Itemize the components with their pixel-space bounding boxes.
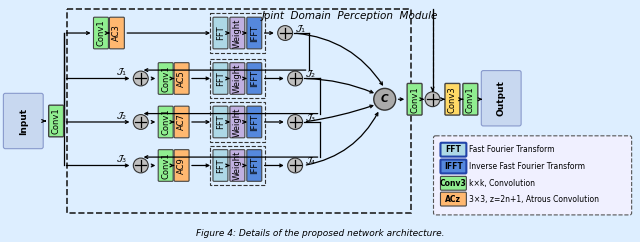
Text: FFT: FFT [216,71,225,86]
Circle shape [287,114,303,129]
Text: AC3: AC3 [113,25,122,41]
FancyBboxPatch shape [463,83,478,115]
FancyBboxPatch shape [247,63,262,94]
Text: IFFT: IFFT [250,70,259,87]
Text: Conv1: Conv1 [466,86,475,113]
FancyBboxPatch shape [93,17,108,49]
Text: Weight: Weight [233,151,242,180]
Text: $\mathcal{J}_2$: $\mathcal{J}_2$ [305,69,316,80]
Text: IFFT: IFFT [250,24,259,42]
Text: Conv1: Conv1 [161,152,170,179]
Text: $\mathcal{J}_1$: $\mathcal{J}_1$ [116,67,127,78]
FancyBboxPatch shape [158,150,173,181]
FancyBboxPatch shape [247,17,262,49]
Text: Output: Output [497,80,506,116]
FancyBboxPatch shape [174,63,189,94]
Text: Conv3: Conv3 [440,179,467,188]
Text: IFFT: IFFT [250,157,259,174]
Circle shape [287,71,303,86]
Circle shape [287,158,303,173]
Text: FFT: FFT [216,115,225,129]
Text: $\mathcal{J}_1$: $\mathcal{J}_1$ [294,23,306,35]
Text: FFT: FFT [216,158,225,173]
FancyBboxPatch shape [213,17,228,49]
Text: Weight: Weight [233,64,242,93]
Circle shape [133,114,148,129]
Text: Weight: Weight [233,107,242,137]
FancyBboxPatch shape [49,105,63,137]
FancyBboxPatch shape [230,63,245,94]
FancyBboxPatch shape [174,106,189,138]
Text: Joint  Domain  Perception  Module: Joint Domain Perception Module [262,11,438,21]
Text: Conv3: Conv3 [448,86,457,113]
FancyBboxPatch shape [440,143,467,157]
FancyBboxPatch shape [230,150,245,181]
FancyBboxPatch shape [158,63,173,94]
Circle shape [425,92,440,107]
FancyBboxPatch shape [440,192,467,206]
FancyBboxPatch shape [158,106,173,138]
Text: Conv1: Conv1 [161,65,170,92]
Text: AC7: AC7 [177,113,186,130]
Text: FFT: FFT [216,26,225,40]
Text: Weight: Weight [233,18,242,48]
Text: Input: Input [19,107,28,135]
Circle shape [133,158,148,173]
FancyBboxPatch shape [230,17,245,49]
Text: Conv1: Conv1 [410,86,419,113]
Text: IFFT: IFFT [250,113,259,130]
FancyBboxPatch shape [481,71,521,126]
Text: Conv1: Conv1 [52,108,61,134]
FancyBboxPatch shape [433,136,632,215]
Text: 3×3, z=2n+1, Atrous Convolution: 3×3, z=2n+1, Atrous Convolution [469,195,599,204]
FancyBboxPatch shape [440,159,467,173]
Text: Inverse Fast Fourier Transform: Inverse Fast Fourier Transform [469,162,586,171]
Circle shape [133,71,148,86]
FancyBboxPatch shape [445,83,460,115]
FancyBboxPatch shape [247,106,262,138]
FancyBboxPatch shape [440,176,467,190]
Text: AC9: AC9 [177,157,186,174]
FancyBboxPatch shape [174,150,189,181]
Text: Fast Fourier Transform: Fast Fourier Transform [469,145,555,154]
Circle shape [278,26,292,40]
Text: AC5: AC5 [177,70,186,87]
FancyBboxPatch shape [109,17,124,49]
Text: $\mathcal{J}_3$: $\mathcal{J}_3$ [116,154,127,165]
FancyBboxPatch shape [3,93,44,149]
Text: Conv1: Conv1 [161,109,170,135]
FancyBboxPatch shape [213,63,228,94]
FancyBboxPatch shape [407,83,422,115]
Text: $\mathcal{J}_4$: $\mathcal{J}_4$ [305,156,316,167]
Text: IFFT: IFFT [444,162,463,171]
Circle shape [374,88,396,110]
Text: ACz: ACz [445,195,461,204]
Text: $\mathcal{J}_3$: $\mathcal{J}_3$ [305,112,316,124]
Text: Conv1: Conv1 [97,20,106,46]
FancyBboxPatch shape [213,150,228,181]
Text: Figure 4: Details of the proposed network architecture.: Figure 4: Details of the proposed networ… [196,229,444,238]
Text: $\mathcal{J}_2$: $\mathcal{J}_2$ [116,110,127,122]
FancyBboxPatch shape [247,150,262,181]
Text: C: C [381,94,388,104]
Text: FFT: FFT [445,145,461,154]
Text: k×k, Convolution: k×k, Convolution [469,179,535,188]
FancyBboxPatch shape [230,106,245,138]
FancyBboxPatch shape [213,106,228,138]
